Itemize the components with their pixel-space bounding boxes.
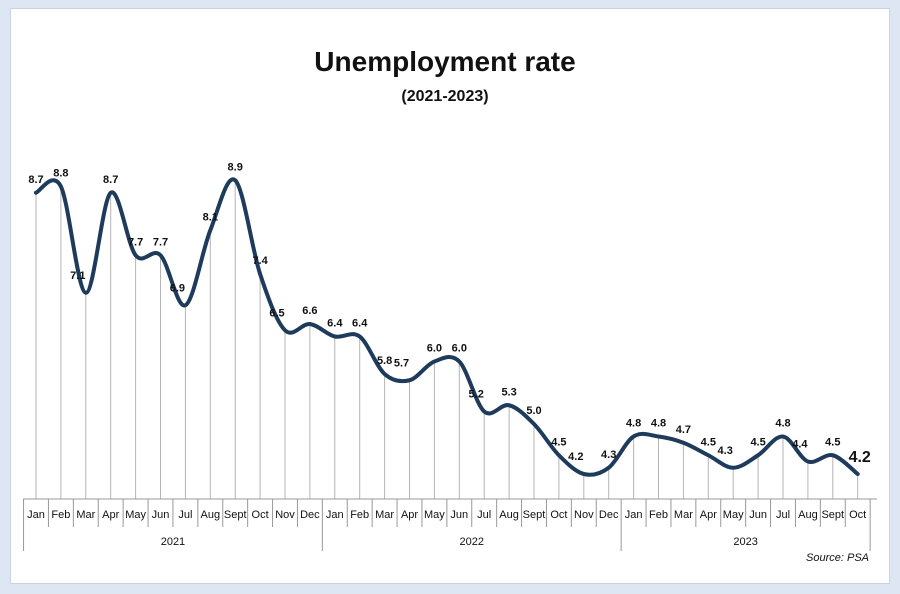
x-tick-label: Nov bbox=[275, 509, 295, 521]
data-label: 4.8 bbox=[775, 418, 790, 430]
x-tick-label: May bbox=[424, 509, 445, 521]
data-label: 4.8 bbox=[651, 418, 666, 430]
data-label: 6.5 bbox=[269, 307, 284, 319]
data-label: 4.3 bbox=[718, 445, 733, 457]
x-tick-label: Apr bbox=[102, 509, 119, 521]
x-tick-label: Jun bbox=[749, 509, 767, 521]
x-tick-label: Sept bbox=[821, 509, 844, 521]
x-tick-label: Aug bbox=[201, 509, 221, 521]
x-tick-label: Jan bbox=[27, 509, 45, 521]
data-label: 7.7 bbox=[153, 236, 168, 248]
data-label: 6.4 bbox=[327, 318, 343, 330]
x-tick-label: Jun bbox=[450, 509, 468, 521]
data-label: 5.3 bbox=[501, 386, 516, 398]
data-label: 6.6 bbox=[302, 305, 317, 317]
drop-lines bbox=[35, 180, 859, 499]
x-tick-label: Feb bbox=[350, 509, 369, 521]
data-labels: 8.7 8.8 7.1 8.7 7.7 7.7 6.9 8.1 8.9 7.4 6.5 6.6 6.4 6… bbox=[28, 161, 871, 466]
x-tick-label: Dec bbox=[599, 509, 619, 521]
data-label: 8.7 bbox=[28, 174, 43, 186]
x-tick-label: Aug bbox=[798, 509, 818, 521]
x-tick-label: Apr bbox=[700, 509, 717, 521]
x-tick-label: Oct bbox=[252, 509, 269, 521]
x-axis bbox=[23, 498, 877, 551]
x-tick-label: Apr bbox=[401, 509, 418, 521]
data-label: 4.5 bbox=[825, 436, 840, 448]
x-tick-label: May bbox=[125, 509, 146, 521]
x-tick-label: Dec bbox=[300, 509, 320, 521]
x-tick-label: Jul bbox=[178, 509, 192, 521]
year-labels: 2021 2022 2023 bbox=[161, 536, 758, 548]
x-tick-label: Nov bbox=[574, 509, 594, 521]
data-label: 5.7 bbox=[394, 357, 409, 369]
data-label: 5.8 bbox=[377, 355, 392, 367]
x-tick-label: Jun bbox=[152, 509, 170, 521]
data-label: 4.5 bbox=[750, 436, 765, 448]
x-tick-label: Feb bbox=[649, 509, 668, 521]
x-tick-labels: Jan Feb Mar Apr May Jun Jul Aug Sept Oct Nov Dec Jan… bbox=[27, 509, 866, 521]
x-tick-label: May bbox=[723, 509, 744, 521]
x-tick-label: Jul bbox=[776, 509, 790, 521]
x-tick-label: Sept bbox=[224, 509, 247, 521]
data-label: 4.8 bbox=[626, 418, 641, 430]
data-label: 8.7 bbox=[103, 174, 118, 186]
x-tick-label: Jan bbox=[326, 509, 344, 521]
source-note: Source: PSA bbox=[806, 552, 869, 564]
data-label: 6.0 bbox=[427, 343, 442, 355]
year-label: 2023 bbox=[733, 536, 757, 548]
data-label: 4.7 bbox=[676, 424, 691, 436]
data-label: 6.4 bbox=[352, 318, 368, 330]
x-tick-label: Feb bbox=[51, 509, 70, 521]
year-label: 2021 bbox=[161, 536, 185, 548]
data-label: 8.8 bbox=[53, 168, 68, 180]
year-label: 2022 bbox=[460, 536, 484, 548]
data-label: 4.5 bbox=[701, 436, 716, 448]
x-tick-label: Oct bbox=[849, 509, 866, 521]
data-label: 5.2 bbox=[469, 389, 484, 401]
data-label: 6.9 bbox=[170, 282, 185, 294]
x-tick-label: Jan bbox=[625, 509, 643, 521]
x-tick-label: Mar bbox=[76, 509, 95, 521]
data-label: 4.2 bbox=[568, 451, 583, 463]
x-tick-label: Aug bbox=[499, 509, 519, 521]
unemployment-line-chart: Unemployment rate (2021-2023) 8.78.87.18… bbox=[23, 46, 877, 564]
x-tick-label: Mar bbox=[375, 509, 394, 521]
data-label: 7.7 bbox=[128, 236, 143, 248]
data-label: 7.4 bbox=[252, 255, 268, 267]
data-label: 7.1 bbox=[70, 270, 85, 282]
data-label: 4.4 bbox=[792, 439, 808, 451]
data-label: 8.9 bbox=[228, 161, 243, 173]
data-label: 4.3 bbox=[601, 449, 616, 461]
chart-subtitle: (2021-2023) bbox=[401, 88, 488, 105]
data-label: 4.2 bbox=[849, 449, 871, 466]
x-tick-label: Oct bbox=[550, 509, 567, 521]
series-line bbox=[34, 177, 860, 477]
x-tick-label: Sept bbox=[523, 509, 546, 521]
chart-title: Unemployment rate bbox=[314, 46, 575, 77]
chart-frame: Unemployment rate (2021-2023) 8.7 8.8 7.1 8… bbox=[10, 8, 890, 584]
data-label: 8.1 bbox=[203, 211, 218, 223]
x-tick-label: Jul bbox=[477, 509, 491, 521]
data-label: 6.0 bbox=[452, 343, 467, 355]
data-label: 5.0 bbox=[526, 405, 541, 417]
data-label: 4.5 bbox=[551, 436, 566, 448]
x-tick-label: Mar bbox=[674, 509, 693, 521]
